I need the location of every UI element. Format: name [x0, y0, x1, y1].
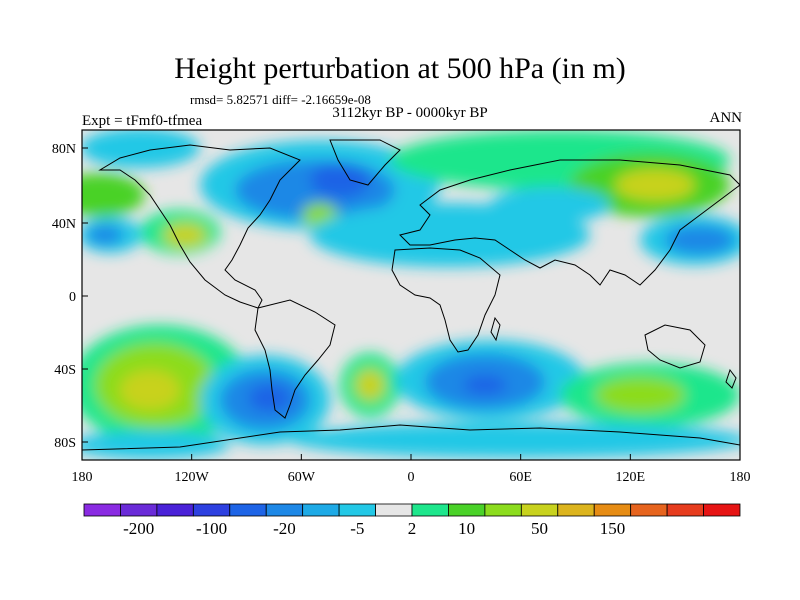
longitude-axis: 180 120W 60W 0 60E 120E 180	[72, 454, 751, 485]
colorbar-label: -200	[123, 519, 154, 538]
colorbar-swatch	[520, 503, 559, 517]
colorbar-swatch	[338, 503, 376, 517]
colorbar: -200 -100 -20 -5 2 10 50 150	[83, 503, 741, 538]
colorbar-swatch	[448, 503, 486, 517]
lat-tick-label: 40N	[52, 217, 76, 232]
lat-tick-label: 40S	[54, 363, 76, 378]
lon-tick-label: 0	[408, 470, 415, 485]
lat-tick-label: 0	[69, 290, 76, 305]
latitude-axis: 80N 40N 0 40S 80S	[52, 142, 88, 451]
colorbar-swatch	[120, 503, 158, 517]
colorbar-swatch	[593, 503, 632, 517]
season-label: ANN	[709, 110, 743, 126]
colorbar-label: -5	[350, 519, 364, 538]
coastlines	[82, 139, 740, 451]
colorbar-swatch	[156, 503, 194, 517]
experiment-label: Expt = tFmf0-tfmea	[82, 113, 203, 129]
colorbar-label: 2	[408, 519, 417, 538]
colorbar-swatch	[411, 503, 449, 517]
colorbar-swatch	[302, 503, 340, 517]
period-label: 3112kyr BP - 0000kyr BP	[332, 105, 488, 121]
stats-text: rmsd= 5.82571 diff= -2.16659e-08	[190, 92, 371, 107]
lon-tick-label: 120E	[616, 470, 646, 485]
colorbar-swatch	[484, 503, 522, 517]
colorbar-label: 50	[531, 519, 548, 538]
lon-tick-label: 60W	[288, 470, 316, 485]
colorbar-swatch	[630, 503, 668, 517]
colorbar-label: -20	[273, 519, 296, 538]
lon-tick-label: 180	[730, 470, 751, 485]
colorbar-swatch	[666, 503, 704, 517]
contour-field	[82, 130, 740, 460]
colorbar-swatch	[265, 503, 304, 517]
lat-tick-label: 80S	[54, 436, 76, 451]
lon-tick-label: 60E	[509, 470, 532, 485]
colorbar-swatch	[192, 503, 231, 517]
colorbar-swatch	[229, 503, 267, 517]
colorbar-swatch	[703, 503, 741, 517]
colorbar-swatch	[375, 503, 413, 517]
colorbar-swatch	[557, 503, 595, 517]
colorbar-label: -100	[196, 519, 227, 538]
colorbar-swatch	[83, 503, 121, 517]
lon-tick-label: 120W	[175, 470, 210, 485]
colorbar-label: 150	[600, 519, 626, 538]
lat-tick-label: 80N	[52, 142, 76, 157]
lon-tick-label: 180	[72, 470, 93, 485]
map-title: Height perturbation at 500 hPa (in m)	[174, 52, 626, 85]
colorbar-label: 10	[458, 519, 475, 538]
